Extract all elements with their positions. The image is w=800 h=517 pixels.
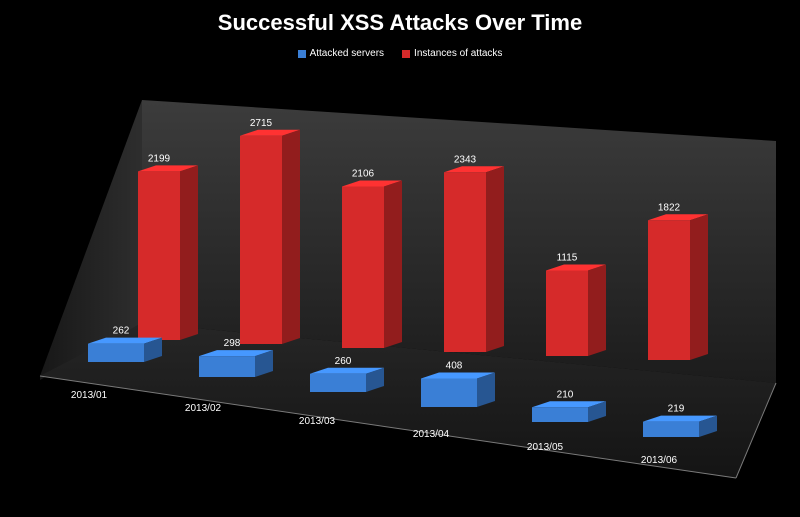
- bar-instances-2013-06-side: [690, 214, 708, 360]
- x-tick-label-2013-04: 2013/04: [413, 429, 450, 440]
- x-tick-label-2013-01: 2013/01: [71, 390, 108, 401]
- bar-servers-2013-02-side: [255, 350, 273, 377]
- bar-instances-2013-06-top: [648, 214, 708, 221]
- data-label-servers-2013-03: 260: [335, 356, 352, 367]
- bar-instances-2013-05: [546, 264, 606, 356]
- x-tick-label-2013-02: 2013/02: [185, 403, 222, 414]
- bar-servers-2013-01-top: [88, 337, 162, 344]
- data-label-servers-2013-04: 408: [446, 360, 463, 371]
- bar-servers-2013-01: [88, 337, 162, 362]
- chart-side-wall: [40, 100, 142, 380]
- x-tick-label-2013-03: 2013/03: [299, 416, 336, 427]
- bar-instances-2013-01-top: [138, 165, 198, 172]
- bar-instances-2013-02-top: [240, 129, 300, 136]
- bar-instances-2013-01-side: [180, 165, 198, 340]
- bar-servers-2013-06-side: [699, 415, 717, 437]
- bar-instances-2013-02: [240, 129, 300, 344]
- chart-floor-edge: [39, 375, 737, 479]
- bar-servers-2013-05-front: [532, 407, 588, 422]
- legend-label-attacked-servers: Attacked servers: [309, 48, 385, 59]
- bar-instances-2013-04-top: [444, 166, 504, 173]
- bar-instances-2013-04: [444, 166, 504, 352]
- bar-instances-2013-03: [342, 180, 402, 348]
- data-label-instances-2013-05: 1115: [557, 252, 578, 263]
- bar-servers-2013-05: [532, 401, 606, 422]
- data-label-servers-2013-06: 219: [668, 404, 685, 415]
- data-label-servers-2013-02: 298: [224, 338, 241, 349]
- data-label-instances-2013-06: 1822: [658, 202, 681, 213]
- legend-label-instances-of-attacks: Instances of attacks: [414, 48, 503, 59]
- bar-servers-2013-03-top: [310, 367, 384, 374]
- bar-instances-2013-05-side: [588, 264, 606, 356]
- data-label-servers-2013-05: 210: [557, 389, 574, 400]
- bar-servers-2013-03-side: [366, 367, 384, 392]
- bar-instances-2013-06-front: [648, 220, 690, 360]
- bar-servers-2013-01-front: [88, 343, 144, 362]
- chart-side-edge: [735, 382, 777, 479]
- data-label-instances-2013-04: 2343: [454, 154, 477, 165]
- bar-instances-2013-05-front: [546, 270, 588, 356]
- legend-item-attacked-servers: Attacked servers: [297, 48, 385, 59]
- data-label-servers-2013-01: 262: [113, 326, 130, 337]
- bar-servers-2013-06: [643, 415, 717, 437]
- bar-instances-2013-01: [138, 165, 198, 340]
- bar-servers-2013-02: [199, 350, 273, 377]
- bar-instances-2013-03-top: [342, 180, 402, 187]
- bar-servers-2013-05-top: [532, 401, 606, 408]
- chart-title: Successful XSS Attacks Over Time: [217, 10, 583, 35]
- legend-swatch-attacked-servers: [297, 49, 306, 58]
- data-label-instances-2013-03: 2106: [352, 168, 375, 179]
- bar-instances-2013-04-side: [486, 166, 504, 352]
- bar-instances-2013-05-top: [546, 264, 606, 271]
- bar-instances-2013-02-side: [282, 129, 300, 344]
- bar-instances-2013-04-front: [444, 172, 486, 352]
- legend-item-instances-of-attacks: Instances of attacks: [402, 48, 502, 59]
- bar-instances-2013-02-front: [240, 135, 282, 344]
- bar-servers-2013-05-side: [588, 401, 606, 422]
- bar-servers-2013-02-front: [199, 356, 255, 377]
- bar-instances-2013-01-front: [138, 171, 180, 340]
- bar-instances-2013-03-front: [342, 186, 384, 348]
- bar-servers-2013-01-side: [144, 337, 162, 362]
- data-label-instances-2013-02: 2715: [250, 118, 273, 129]
- chart-legend: Attacked servers Instances of attacks: [0, 48, 800, 59]
- legend-swatch-instances-of-attacks: [402, 49, 411, 58]
- bar-servers-2013-04: [421, 372, 495, 407]
- bar-servers-2013-03-front: [310, 373, 366, 392]
- bar-servers-2013-03: [310, 367, 384, 392]
- bar-servers-2013-06-top: [643, 415, 717, 422]
- bar-servers-2013-06-front: [643, 421, 699, 437]
- bar-instances-2013-03-side: [384, 180, 402, 348]
- bar-instances-2013-06: [648, 214, 708, 360]
- data-label-instances-2013-01: 2199: [148, 153, 171, 164]
- bar-servers-2013-04-top: [421, 372, 495, 379]
- x-tick-label-2013-06: 2013/06: [641, 455, 678, 466]
- bar-servers-2013-02-top: [199, 350, 273, 357]
- x-tick-label-2013-05: 2013/05: [527, 442, 564, 453]
- bar-servers-2013-04-side: [477, 372, 495, 407]
- bar-servers-2013-04-front: [421, 378, 477, 407]
